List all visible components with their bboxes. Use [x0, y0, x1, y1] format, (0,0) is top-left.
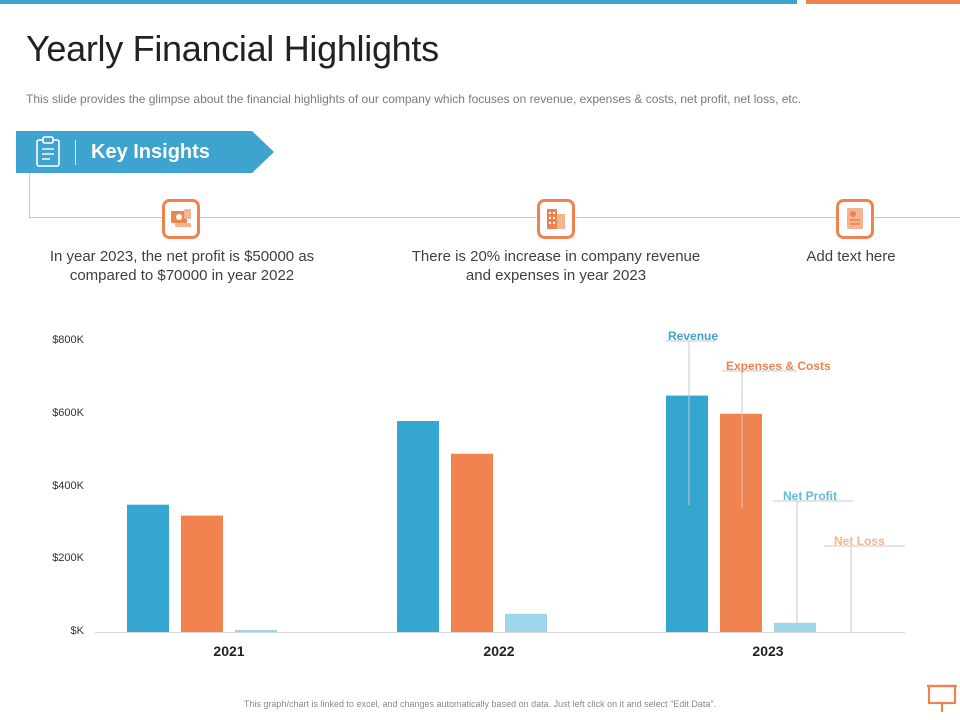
y-tick-label: $200K	[52, 552, 84, 565]
x-tick-label: 2023	[752, 643, 784, 659]
document-icon	[836, 199, 874, 239]
insight-text-2: There is 20% increase in company revenue…	[411, 248, 701, 284]
footer-note: This graph/chart is linked to excel, and…	[243, 699, 717, 709]
bar-expenses-costs-2021	[181, 515, 223, 632]
building-icon	[537, 199, 575, 239]
bar-net-profit-2021	[235, 630, 277, 632]
timeline-connector	[29, 173, 30, 218]
clipboard-icon	[36, 136, 60, 167]
y-tick-label: $600K	[52, 406, 84, 419]
banner-divider	[75, 140, 76, 165]
bar-expenses-costs-2023	[720, 413, 762, 632]
series-label-net-profit: Net Profit	[783, 489, 837, 503]
y-tick-label: $400K	[52, 479, 84, 492]
page-subtitle: This slide provides the glimpse about th…	[26, 92, 802, 106]
bar-revenue-2021	[127, 504, 169, 632]
bar-net-profit-2022	[505, 613, 547, 632]
insight-text-3: Add text here	[806, 248, 896, 265]
bar-expenses-costs-2022	[451, 453, 493, 632]
x-tick-label: 2021	[213, 643, 245, 659]
top-accent-bar-orange	[806, 0, 960, 4]
presentation-board-icon	[927, 684, 957, 712]
series-label-expenses-costs: Expenses & Costs	[726, 359, 831, 373]
bar-revenue-2022	[397, 421, 439, 632]
x-tick-label: 2022	[483, 643, 515, 659]
top-accent-bar-blue	[0, 0, 797, 4]
y-tick-label: $800K	[52, 334, 84, 346]
page-title: Yearly Financial Highlights	[26, 28, 439, 69]
series-label-net-loss: Net Loss	[834, 534, 885, 548]
insight-text-1: In year 2023, the net profit is $50000 a…	[49, 248, 315, 284]
series-label-revenue: Revenue	[668, 329, 719, 343]
key-insights-banner	[16, 131, 274, 173]
key-insights-label: Key Insights	[91, 141, 210, 163]
timeline-line	[29, 217, 960, 218]
bar-revenue-2023	[666, 395, 708, 632]
money-icon	[162, 199, 200, 239]
bar-net-profit-2023	[774, 622, 816, 632]
y-tick-label: $K	[70, 625, 84, 637]
